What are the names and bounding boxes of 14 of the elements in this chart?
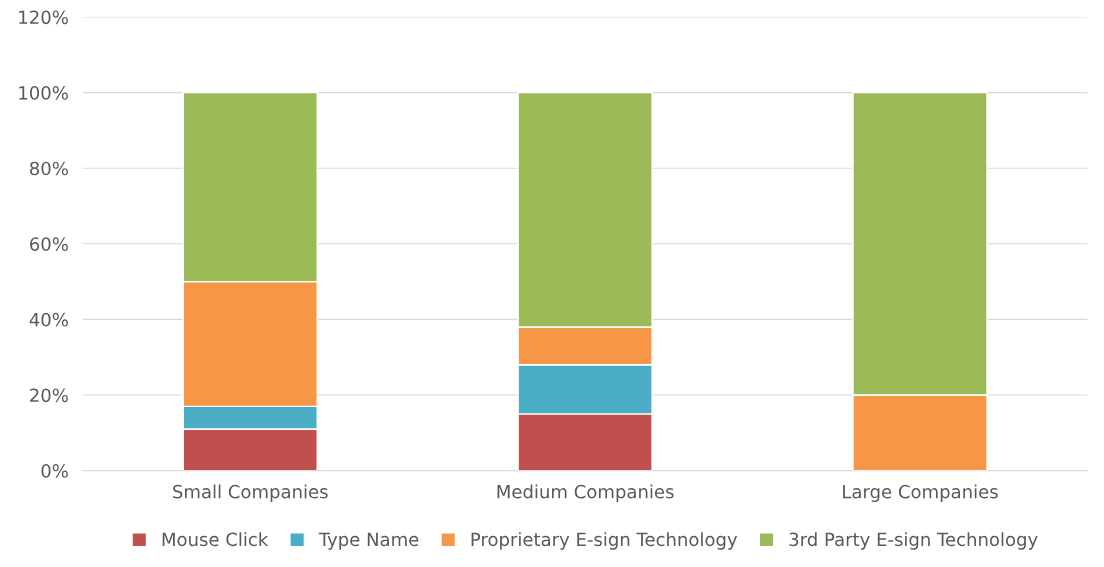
legend-label: 3rd Party E-sign Technology — [789, 532, 1038, 550]
y-tick-label: 40% — [29, 312, 68, 327]
x-tick-label: Small Companies — [173, 484, 328, 502]
x-tick-label: Medium Companies — [497, 484, 674, 502]
y-tick-label: 100% — [19, 86, 68, 100]
legend-label: Mouse Click — [162, 532, 269, 547]
y-tick-label: 120% — [19, 10, 68, 25]
y-tick-label: 60% — [30, 237, 68, 251]
y-tick-label: 20% — [30, 388, 68, 403]
legend-label: Proprietary E-sign Technology — [471, 532, 738, 550]
legend-label: Type Name — [318, 532, 419, 550]
x-tick-label: Large Companies — [843, 484, 998, 502]
y-tick-label: 0% — [41, 464, 68, 478]
y-tick-label: 80% — [30, 161, 68, 176]
